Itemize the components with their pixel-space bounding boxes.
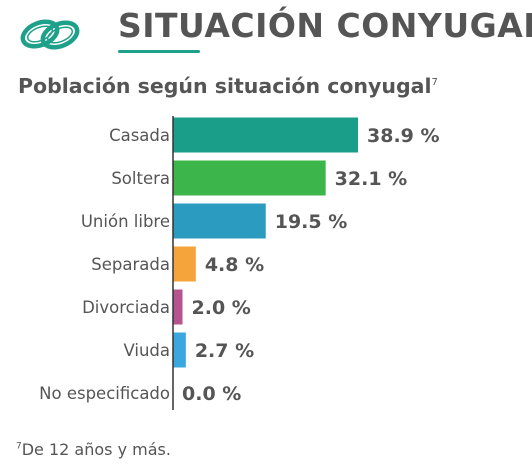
bar-viuda bbox=[173, 332, 186, 368]
footnote-text: De 12 años y más. bbox=[21, 440, 171, 459]
bar-divorciada bbox=[173, 289, 183, 325]
bar-separada bbox=[173, 246, 196, 282]
value-label-soltera: 32.1 % bbox=[335, 168, 408, 190]
footnote: 7De 12 años y más. bbox=[16, 440, 171, 459]
value-label-no-especificado: 0.0 % bbox=[182, 383, 241, 405]
category-label-casada: Casada bbox=[109, 126, 170, 145]
bar-casada bbox=[173, 117, 358, 153]
category-label-divorciada: Divorciada bbox=[82, 298, 170, 317]
bar-union-libre bbox=[173, 203, 266, 239]
subtitle-text: Población según situación conyugal bbox=[18, 74, 432, 98]
category-label-viuda: Viuda bbox=[123, 341, 170, 360]
page-title: SITUACIÓN CONYUGAL bbox=[118, 6, 532, 45]
subtitle-footnote-ref: 7 bbox=[431, 77, 438, 89]
footnote-ref: 7 bbox=[16, 441, 22, 452]
category-label-soltera: Soltera bbox=[111, 169, 170, 188]
value-label-casada: 38.9 % bbox=[367, 125, 440, 147]
title-underline bbox=[118, 50, 200, 53]
category-label-union-libre: Unión libre bbox=[81, 212, 170, 231]
value-label-separada: 4.8 % bbox=[205, 254, 264, 276]
chart-subtitle: Población según situación conyugal7 bbox=[18, 74, 438, 98]
wedding-rings-icon bbox=[20, 19, 80, 50]
category-label-no-especificado: No especificado bbox=[39, 384, 170, 403]
value-label-divorciada: 2.0 % bbox=[192, 297, 251, 319]
value-label-union-libre: 19.5 % bbox=[275, 211, 348, 233]
category-label-separada: Separada bbox=[91, 255, 170, 274]
header: SITUACIÓN CONYUGAL bbox=[0, 0, 532, 66]
bar-chart: Casada 38.9 % Soltera 32.1 % Unión libre 19.5… bbox=[39, 116, 440, 410]
value-label-viuda: 2.7 % bbox=[195, 340, 254, 362]
bar-soltera bbox=[173, 160, 326, 196]
